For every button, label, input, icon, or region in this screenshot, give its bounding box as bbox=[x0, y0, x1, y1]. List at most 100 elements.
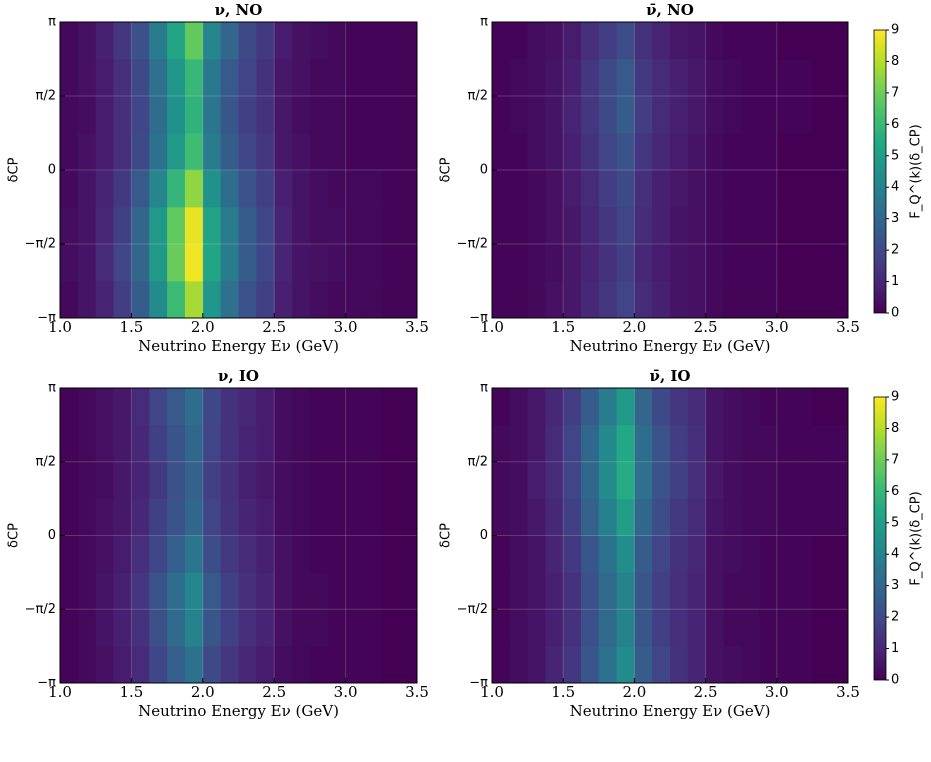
heatmap-cell bbox=[184, 22, 204, 60]
x-tick-label: 2.0 bbox=[191, 683, 215, 701]
heatmap-cell bbox=[652, 646, 671, 684]
heatmap-cell bbox=[759, 388, 778, 426]
y-tick-label: −π bbox=[37, 311, 56, 326]
heatmap-cell bbox=[60, 22, 79, 60]
y-tick-label: π/2 bbox=[468, 454, 488, 469]
heatmap-cell bbox=[292, 133, 311, 171]
heatmap-cell bbox=[741, 133, 760, 171]
heatmap-cell bbox=[60, 281, 79, 319]
heatmap-cell bbox=[184, 646, 204, 684]
heatmap-cell bbox=[492, 535, 511, 573]
heatmap-cell bbox=[327, 388, 346, 426]
heatmap-cell bbox=[399, 424, 418, 463]
heatmap-cell bbox=[705, 96, 724, 134]
heatmap-cell bbox=[794, 207, 813, 245]
heatmap-cell bbox=[670, 461, 689, 500]
colorbar-tick-label: 1 bbox=[891, 641, 899, 656]
heatmap-cell bbox=[399, 461, 418, 500]
heatmap-cell bbox=[598, 646, 617, 684]
colorbar-tick-label: 0 bbox=[891, 306, 899, 321]
heatmap-cell bbox=[309, 281, 329, 319]
x-tick-label: 1.5 bbox=[119, 318, 143, 336]
heatmap-cell bbox=[363, 424, 382, 463]
colorbar-tick-label: 8 bbox=[891, 54, 899, 69]
heatmap-cell bbox=[581, 609, 600, 647]
heatmap-cell bbox=[95, 535, 114, 573]
heatmap-cell bbox=[345, 59, 364, 97]
heatmap-cell bbox=[345, 22, 364, 60]
heatmap-cell bbox=[95, 96, 114, 134]
heatmap-cell bbox=[345, 646, 364, 684]
heatmap-cell bbox=[60, 96, 79, 134]
heatmap-cell bbox=[345, 96, 364, 134]
heatmap-cell bbox=[399, 388, 418, 426]
heatmap-cell bbox=[238, 59, 257, 97]
colorbar-tick-label: 6 bbox=[891, 484, 899, 499]
heatmap-cell bbox=[167, 170, 186, 208]
y-tick-label: π bbox=[48, 381, 56, 396]
heatmap-cell bbox=[723, 646, 742, 684]
heatmap-cell bbox=[274, 96, 293, 134]
heatmap-cell bbox=[563, 646, 582, 684]
heatmap-cell bbox=[131, 572, 150, 610]
heatmap-cell bbox=[292, 22, 311, 60]
heatmap-cell bbox=[77, 609, 97, 647]
heatmap-cell bbox=[256, 244, 275, 282]
heatmap-cell bbox=[77, 388, 97, 426]
heatmap-cell bbox=[238, 535, 257, 573]
heatmap-cell bbox=[598, 572, 617, 610]
panel-title: ν̄, IO bbox=[650, 367, 691, 385]
heatmap-cell bbox=[95, 646, 114, 684]
heatmap-cell bbox=[634, 59, 653, 97]
heatmap-cell bbox=[812, 96, 831, 134]
heatmap-cell bbox=[399, 22, 418, 60]
heatmap-cell bbox=[527, 59, 546, 97]
heatmap-cell bbox=[509, 22, 528, 60]
heatmap-cell bbox=[167, 461, 186, 500]
heatmap-cell bbox=[545, 59, 564, 97]
heatmap-cell bbox=[184, 133, 204, 171]
heatmap-cell bbox=[131, 388, 150, 426]
heatmap-cell bbox=[95, 388, 114, 426]
heatmap-cell bbox=[652, 244, 671, 282]
heatmap-cell bbox=[492, 22, 511, 60]
heatmap-cell bbox=[274, 535, 293, 573]
heatmap-cell bbox=[167, 22, 186, 60]
heatmap-cell bbox=[634, 609, 653, 647]
heatmap-cell bbox=[545, 609, 564, 647]
heatmap-cell bbox=[705, 22, 724, 60]
heatmap-cell bbox=[509, 424, 528, 463]
colorbar-tick-label: 6 bbox=[891, 117, 899, 132]
heatmap-cell bbox=[830, 609, 849, 647]
heatmap-cell bbox=[741, 535, 760, 573]
heatmap-cell bbox=[131, 609, 150, 647]
heatmap-cell bbox=[309, 646, 329, 684]
heatmap-cell bbox=[741, 609, 760, 647]
heatmap-cell bbox=[363, 535, 382, 573]
heatmap-cell bbox=[220, 22, 239, 60]
heatmap-cell bbox=[220, 281, 239, 319]
heatmap-cell bbox=[202, 207, 222, 245]
heatmap-cell bbox=[759, 609, 778, 647]
heatmap-cell bbox=[399, 170, 418, 208]
panel-title: ν, IO bbox=[218, 367, 259, 385]
heatmap-cell bbox=[184, 461, 204, 500]
heatmap-cell bbox=[634, 388, 653, 426]
heatmap-cell bbox=[131, 170, 150, 208]
heatmap-cell bbox=[634, 535, 653, 573]
heatmap-cell bbox=[492, 572, 511, 610]
heatmap-cell bbox=[345, 498, 364, 536]
heatmap-cell bbox=[581, 22, 600, 60]
heatmap-cell bbox=[274, 609, 293, 647]
heatmap-cell bbox=[527, 424, 546, 463]
heatmap-cell bbox=[492, 207, 511, 245]
colorbar-tick-label: 4 bbox=[891, 180, 899, 195]
heatmap-cell bbox=[149, 424, 168, 463]
x-tick-label: 3.0 bbox=[334, 318, 358, 336]
heatmap-cell bbox=[581, 207, 600, 245]
heatmap-cell bbox=[381, 461, 400, 500]
heatmap-cell bbox=[652, 59, 671, 97]
heatmap-cell bbox=[634, 461, 653, 500]
heatmap-cell bbox=[705, 572, 724, 610]
heatmap-cell bbox=[794, 22, 813, 60]
